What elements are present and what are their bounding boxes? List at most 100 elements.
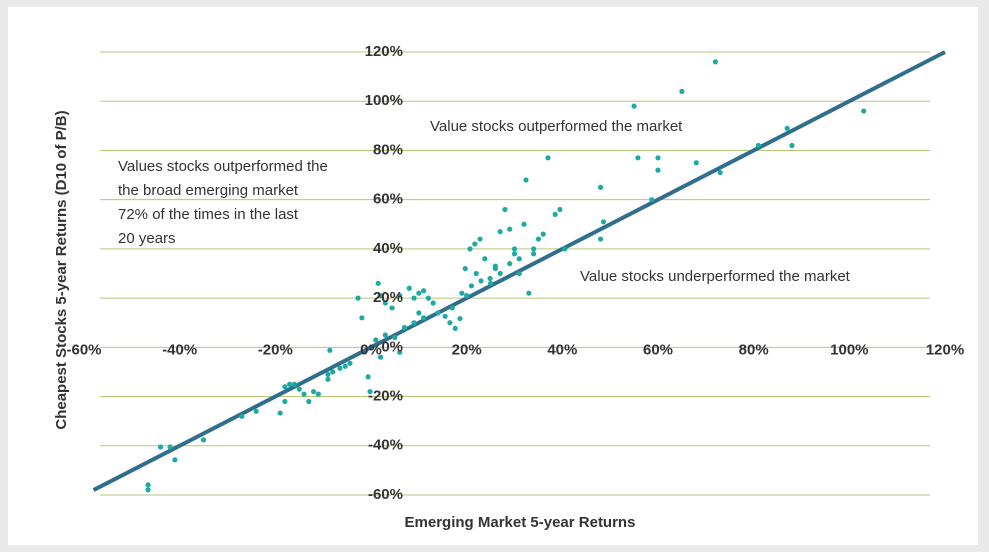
point bbox=[468, 283, 475, 289]
point bbox=[478, 278, 484, 284]
point bbox=[359, 315, 365, 321]
x-tick-label: 80% bbox=[739, 341, 769, 358]
point bbox=[382, 332, 388, 338]
point bbox=[239, 413, 245, 419]
point bbox=[406, 285, 412, 291]
point bbox=[492, 263, 498, 269]
point bbox=[693, 160, 699, 166]
point bbox=[287, 381, 293, 387]
point bbox=[367, 389, 373, 395]
point bbox=[411, 320, 417, 326]
point bbox=[375, 280, 381, 286]
point bbox=[365, 374, 371, 380]
point bbox=[540, 231, 546, 237]
point bbox=[382, 300, 388, 306]
point bbox=[327, 347, 333, 353]
point bbox=[464, 293, 470, 299]
point bbox=[507, 226, 513, 232]
point bbox=[755, 142, 762, 149]
point bbox=[277, 410, 283, 416]
point bbox=[511, 246, 518, 252]
point bbox=[301, 391, 307, 397]
point bbox=[447, 320, 453, 326]
point bbox=[330, 369, 336, 375]
point bbox=[557, 206, 563, 213]
point bbox=[377, 354, 384, 360]
y-tick-label: 0% bbox=[381, 338, 403, 355]
point bbox=[167, 444, 173, 450]
point bbox=[655, 155, 661, 161]
point bbox=[679, 88, 685, 94]
point bbox=[784, 125, 790, 131]
point bbox=[452, 325, 458, 331]
point bbox=[355, 295, 361, 301]
note-line: 72% of the times in the last bbox=[118, 206, 299, 223]
point bbox=[315, 391, 321, 397]
point bbox=[531, 251, 537, 257]
x-axis-title: Emerging Market 5-year Returns bbox=[405, 514, 636, 531]
point bbox=[535, 236, 542, 242]
point bbox=[145, 482, 151, 488]
x-tick-label: 60% bbox=[643, 341, 673, 358]
point bbox=[342, 363, 348, 369]
x-tick-label: 0% bbox=[360, 341, 382, 358]
point bbox=[487, 275, 493, 282]
point bbox=[296, 386, 302, 392]
point bbox=[497, 270, 503, 277]
point bbox=[521, 221, 527, 227]
point bbox=[526, 290, 532, 296]
point bbox=[442, 313, 448, 319]
y-tick-label: 20% bbox=[373, 289, 403, 306]
y-tick-label: 80% bbox=[373, 141, 403, 158]
point bbox=[411, 295, 417, 301]
point bbox=[291, 381, 298, 387]
point bbox=[282, 384, 288, 390]
point bbox=[487, 280, 494, 286]
point bbox=[507, 261, 513, 267]
point bbox=[467, 246, 473, 252]
point bbox=[552, 211, 558, 218]
panel bbox=[8, 7, 978, 545]
point bbox=[157, 444, 164, 450]
point bbox=[200, 437, 207, 443]
point bbox=[789, 142, 795, 149]
point bbox=[337, 365, 343, 371]
point bbox=[145, 487, 151, 493]
point bbox=[401, 325, 408, 331]
point bbox=[172, 457, 178, 463]
point bbox=[457, 315, 463, 322]
point bbox=[598, 236, 604, 242]
point bbox=[502, 206, 508, 213]
point bbox=[373, 337, 379, 343]
annotation: Value stocks outperformed the market bbox=[430, 118, 683, 135]
point bbox=[635, 155, 641, 161]
point bbox=[631, 103, 637, 109]
annotation: Value stocks underperformed the market bbox=[580, 268, 851, 285]
point bbox=[861, 108, 867, 114]
x-tick-label: 120% bbox=[926, 341, 964, 358]
point bbox=[392, 334, 398, 341]
x-tick-label: 40% bbox=[547, 341, 577, 358]
point bbox=[511, 251, 518, 257]
point bbox=[347, 360, 353, 366]
y-tick-label: -20% bbox=[368, 388, 403, 405]
y-tick-label: 60% bbox=[373, 191, 403, 208]
point bbox=[655, 167, 661, 173]
point bbox=[600, 219, 607, 225]
point bbox=[416, 290, 422, 296]
point bbox=[598, 184, 604, 190]
point bbox=[416, 310, 422, 316]
point bbox=[473, 270, 479, 277]
point bbox=[472, 241, 478, 247]
y-axis-title: Cheapest Stocks 5-year Returns (D10 of P… bbox=[53, 110, 70, 429]
x-tick-label: -60% bbox=[66, 341, 101, 358]
point bbox=[325, 376, 331, 382]
point bbox=[425, 295, 431, 301]
x-tick-label: -40% bbox=[162, 341, 197, 358]
y-tick-label: 100% bbox=[365, 92, 403, 109]
point bbox=[325, 371, 331, 378]
point bbox=[306, 398, 312, 405]
point bbox=[397, 293, 403, 299]
point bbox=[516, 256, 522, 262]
x-tick-label: 20% bbox=[452, 341, 482, 358]
